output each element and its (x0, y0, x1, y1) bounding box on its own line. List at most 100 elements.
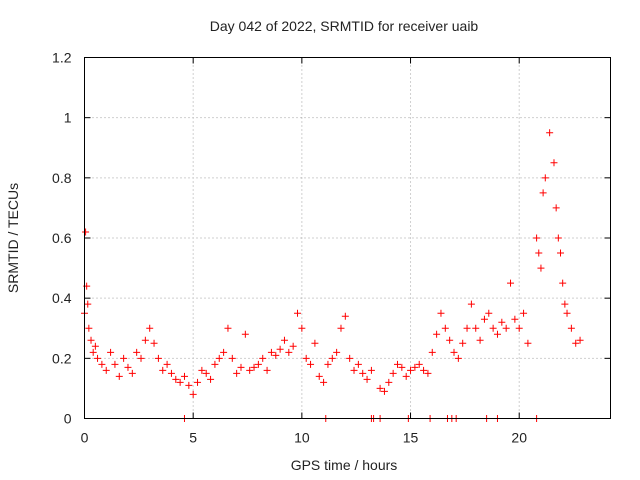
x-tick-label: 20 (511, 430, 527, 446)
data-point (285, 348, 293, 356)
data-point (557, 249, 565, 257)
data-point (233, 369, 241, 377)
data-point (354, 360, 362, 368)
data-point (480, 315, 488, 323)
data-point (163, 360, 171, 368)
data-point (176, 378, 184, 386)
data-point (341, 312, 349, 320)
data-point (276, 345, 284, 353)
chart-title: Day 042 of 2022, SRMTID for receiver uai… (210, 18, 479, 34)
y-tick-label: 1.2 (52, 50, 72, 66)
data-point (550, 159, 558, 167)
data-point (393, 360, 401, 368)
data-point (237, 363, 245, 371)
data-point (446, 336, 454, 344)
data-point (554, 234, 562, 242)
data-point (194, 378, 202, 386)
data-points (81, 129, 584, 422)
data-point (280, 336, 288, 344)
data-point (241, 330, 249, 338)
data-point (476, 336, 484, 344)
data-point (472, 324, 480, 332)
data-point (115, 372, 123, 380)
data-point (141, 336, 149, 344)
data-point (185, 381, 193, 389)
data-point (324, 360, 332, 368)
data-point (98, 360, 106, 368)
data-point (207, 375, 215, 383)
data-point (124, 363, 132, 371)
data-point (307, 360, 315, 368)
data-point (433, 330, 441, 338)
data-point (437, 309, 445, 317)
axis-ticks: 0 5 10 15 20 0 0.2 0.4 0.6 0.8 1 1.2 (52, 50, 611, 446)
data-point (133, 348, 141, 356)
data-point (572, 339, 580, 347)
data-point (389, 369, 397, 377)
data-point (107, 348, 115, 356)
data-point (94, 354, 102, 362)
data-point (250, 363, 258, 371)
data-point (320, 378, 328, 386)
data-point (511, 315, 519, 323)
data-point (493, 330, 501, 338)
data-point (537, 264, 545, 272)
data-point (539, 189, 547, 197)
data-point (111, 360, 119, 368)
data-point (424, 369, 432, 377)
data-point (524, 339, 532, 347)
data-point (337, 324, 345, 332)
data-point (89, 348, 97, 356)
data-point (576, 336, 584, 344)
data-point (441, 324, 449, 332)
data-point (154, 354, 162, 362)
data-point (224, 324, 232, 332)
data-point (220, 348, 228, 356)
data-point (567, 324, 575, 332)
data-point (294, 309, 302, 317)
data-point (189, 390, 197, 398)
data-point (552, 204, 560, 212)
data-point (263, 366, 271, 374)
data-point (137, 354, 145, 362)
y-tick-label: 1 (64, 110, 72, 126)
data-point (85, 324, 93, 332)
data-point (420, 366, 428, 374)
data-point (385, 378, 393, 386)
data-point (84, 300, 92, 308)
data-point (311, 339, 319, 347)
data-point (533, 234, 541, 242)
data-point (411, 363, 419, 371)
data-point (489, 324, 497, 332)
plot-frame (84, 57, 611, 419)
data-point (350, 366, 358, 374)
data-point (302, 354, 310, 362)
x-tick-label: 10 (294, 430, 310, 446)
data-point (546, 129, 554, 137)
data-point (315, 372, 323, 380)
data-point (346, 354, 354, 362)
data-point (128, 369, 136, 377)
data-point (459, 339, 467, 347)
data-point (91, 342, 99, 350)
x-tick-label: 15 (403, 430, 419, 446)
data-point (198, 366, 206, 374)
data-point (467, 300, 475, 308)
y-tick-label: 0 (64, 411, 72, 427)
grid-lines (84, 57, 611, 419)
data-point (367, 366, 375, 374)
data-point (402, 372, 410, 380)
data-point (102, 366, 110, 374)
x-tick-label: 0 (81, 430, 89, 446)
data-point (333, 348, 341, 356)
data-point (502, 324, 510, 332)
data-point (146, 324, 154, 332)
data-point (215, 354, 223, 362)
data-point (272, 351, 280, 359)
data-point (415, 360, 423, 368)
data-point (520, 309, 528, 317)
data-point (267, 348, 275, 356)
data-point (515, 324, 523, 332)
data-point (254, 360, 262, 368)
data-point (328, 354, 336, 362)
